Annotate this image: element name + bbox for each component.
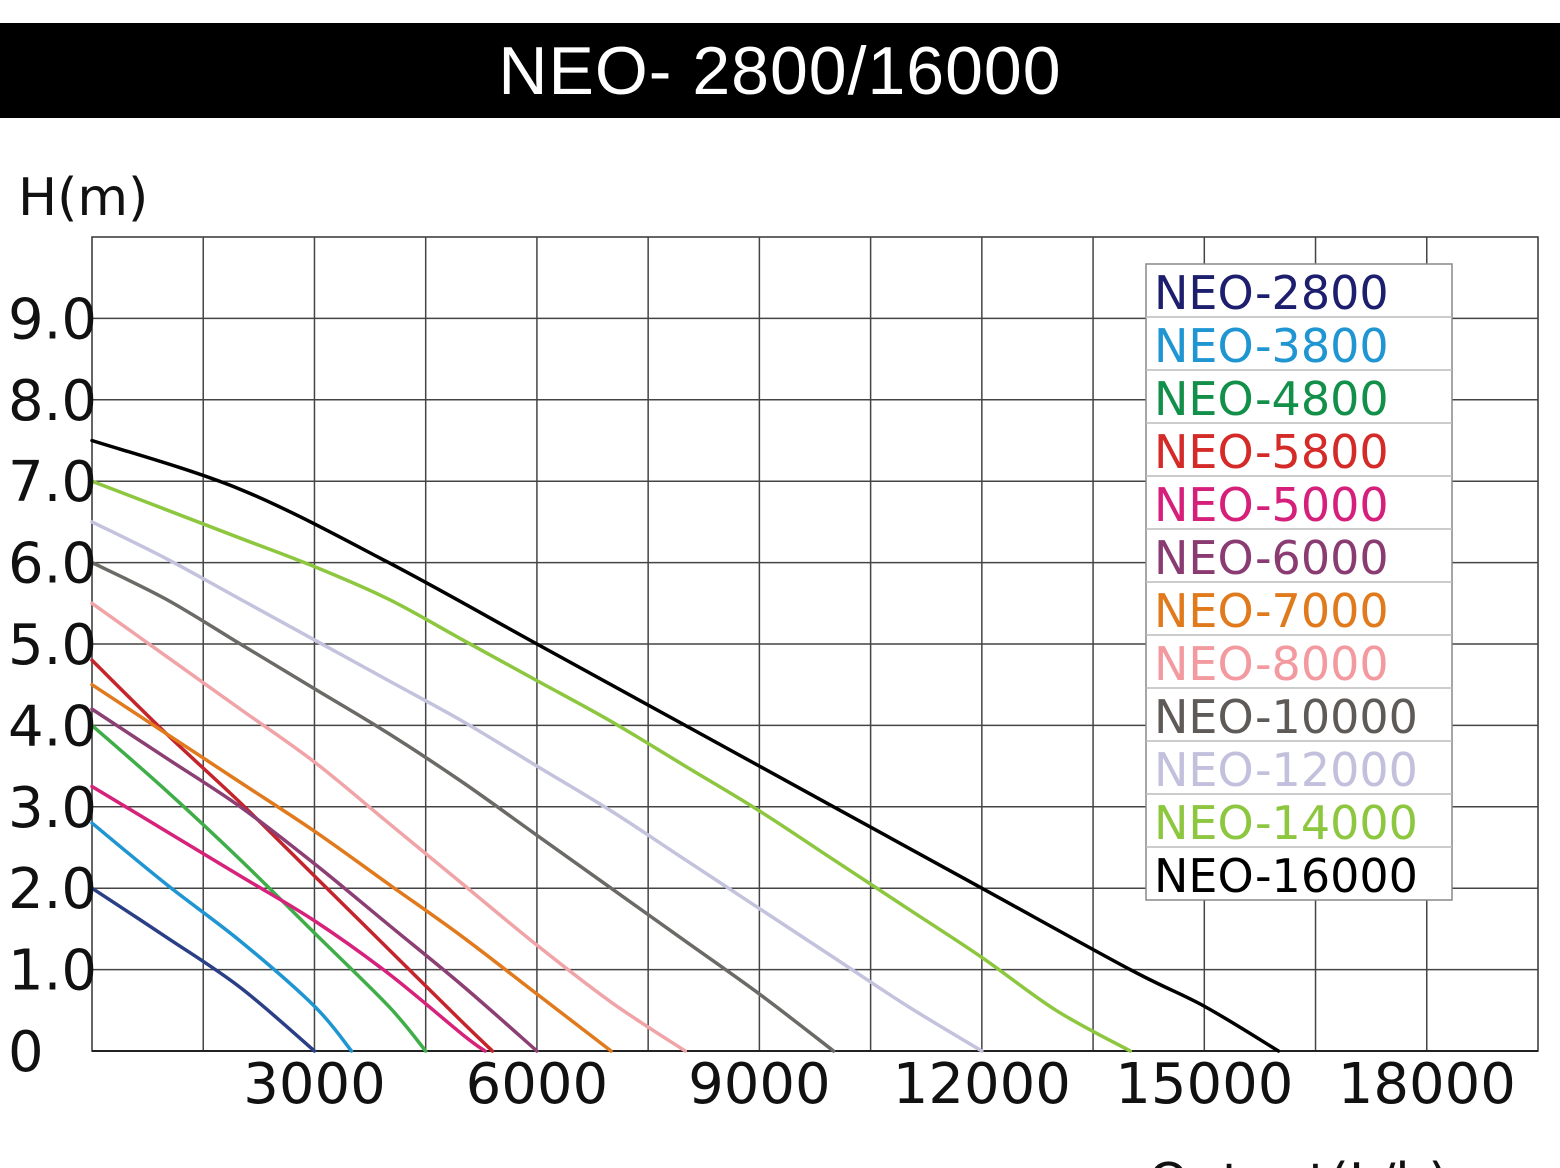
legend-entry: NEO-3800 [1154, 319, 1389, 373]
y-tick-label: 4.0 [8, 694, 97, 759]
curve-neo-7000 [90, 682, 613, 1053]
y-axis-label: H(m) [18, 168, 148, 228]
curve-neo-3800 [90, 821, 354, 1053]
legend-entry: NEO-14000 [1154, 796, 1418, 850]
legend-entry: NEO-5000 [1154, 478, 1389, 532]
curve-neo-10000 [90, 560, 836, 1053]
curve-neo-4800 [90, 723, 428, 1053]
y-tick-label: 2.0 [8, 857, 97, 922]
x-tick-label: 18000 [1338, 1052, 1516, 1117]
performance-curves [90, 438, 1281, 1053]
legend: NEO-2800NEO-3800NEO-4800NEO-5800NEO-5000… [1145, 263, 1453, 903]
chart-title: NEO- 2800/16000 [0, 23, 1560, 118]
legend-entry: NEO-10000 [1154, 690, 1418, 744]
y-tick-label: 1.0 [8, 939, 97, 1004]
y-tick-label: 9.0 [8, 287, 97, 352]
curve-neo-16000 [90, 438, 1281, 1053]
legend-entry: NEO-5800 [1154, 425, 1389, 479]
y-tick-label: 0 [8, 1020, 44, 1085]
x-tick-label: 12000 [893, 1052, 1071, 1117]
curve-neo-5800 [90, 658, 495, 1053]
legend-entry: NEO-12000 [1154, 743, 1418, 797]
x-tick-label: 9000 [688, 1052, 831, 1117]
legend-entry: NEO-7000 [1154, 584, 1389, 638]
curve-neo-6000 [90, 707, 539, 1053]
curve-neo-8000 [90, 601, 687, 1053]
y-tick-label: 3.0 [8, 776, 97, 841]
y-tick-label: 8.0 [8, 369, 97, 434]
x-tick-label: 3000 [243, 1052, 386, 1117]
y-tick-label: 7.0 [8, 450, 97, 515]
x-tick-label: 6000 [466, 1052, 609, 1117]
legend-entry: NEO-16000 [1154, 849, 1418, 903]
legend-entry: NEO-2800 [1154, 266, 1389, 320]
y-axis-ticks: 0 1.0 2.0 3.0 4.0 5.0 6.0 7.0 8.0 9.0 [8, 287, 97, 1085]
legend-entry: NEO-6000 [1154, 531, 1389, 585]
curve-neo-2800 [90, 886, 317, 1053]
curve-neo-5000 [90, 784, 487, 1053]
curve-neo-14000 [90, 479, 1132, 1053]
x-tick-label: 15000 [1115, 1052, 1293, 1117]
curve-neo-12000 [90, 520, 984, 1053]
legend-entry: NEO-4800 [1154, 372, 1389, 426]
x-axis-ticks: 3000 6000 9000 12000 15000 18000 [243, 1052, 1516, 1117]
y-tick-label: 6.0 [8, 532, 97, 597]
legend-entry: NEO-8000 [1154, 637, 1389, 691]
x-axis-label: Output(L/h) [1148, 1153, 1449, 1168]
y-tick-label: 5.0 [8, 613, 97, 678]
